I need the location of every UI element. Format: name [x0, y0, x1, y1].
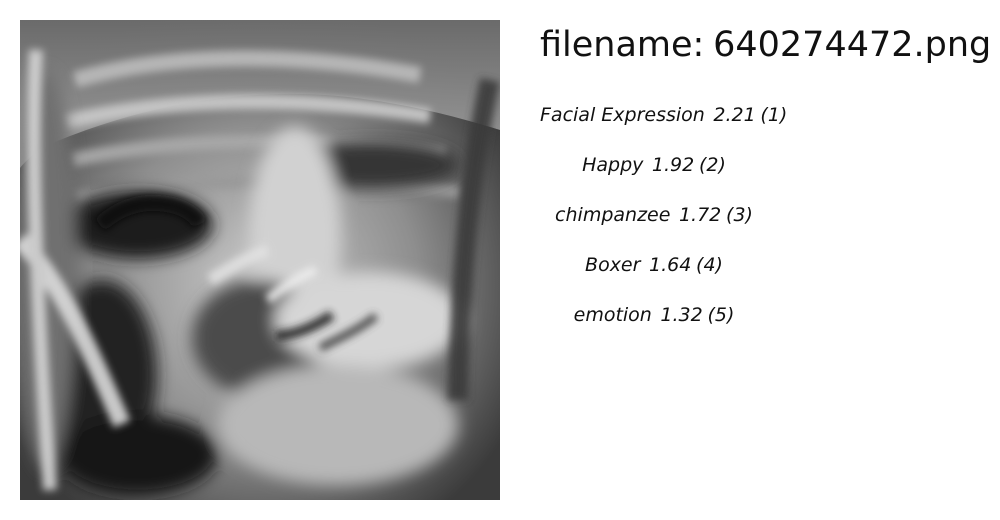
prediction-label: Facial Expression [540, 104, 705, 126]
prediction-list: Facial Expression 2.21 (1) Happy 1.92 (2) ch… [540, 102, 800, 352]
prediction-rank: (2) [698, 154, 726, 176]
face-image [20, 20, 500, 500]
filename-prefix: filename: [540, 25, 705, 65]
prediction-score: 1.72 [678, 204, 722, 226]
prediction-rank: (1) [760, 104, 788, 126]
prediction-row: Boxer 1.64 (4) [540, 252, 768, 302]
prediction-row: Happy 1.92 (2) [540, 152, 768, 202]
prediction-label: chimpanzee [555, 204, 671, 226]
prediction-score: 1.92 [651, 154, 695, 176]
prediction-rank: (4) [696, 254, 723, 276]
prediction-row: emotion 1.32 (5) [540, 302, 768, 352]
filename-value: 640274472.png [713, 25, 992, 65]
prediction-rank: (3) [726, 204, 753, 226]
filename-heading: filename: 640274472.png [540, 24, 991, 66]
prediction-label: Happy [582, 154, 644, 176]
grayscale-face-photo [20, 20, 500, 500]
prediction-score: 2.21 [713, 104, 756, 126]
prediction-score: 1.64 [648, 254, 692, 276]
prediction-label: Boxer [585, 254, 641, 276]
prediction-score: 1.32 [660, 304, 703, 326]
prediction-row: chimpanzee 1.72 (3) [540, 202, 768, 252]
prediction-label: emotion [573, 304, 652, 326]
prediction-rank: (5) [707, 304, 735, 326]
prediction-row: Facial Expression 2.21 (1) [540, 102, 787, 152]
